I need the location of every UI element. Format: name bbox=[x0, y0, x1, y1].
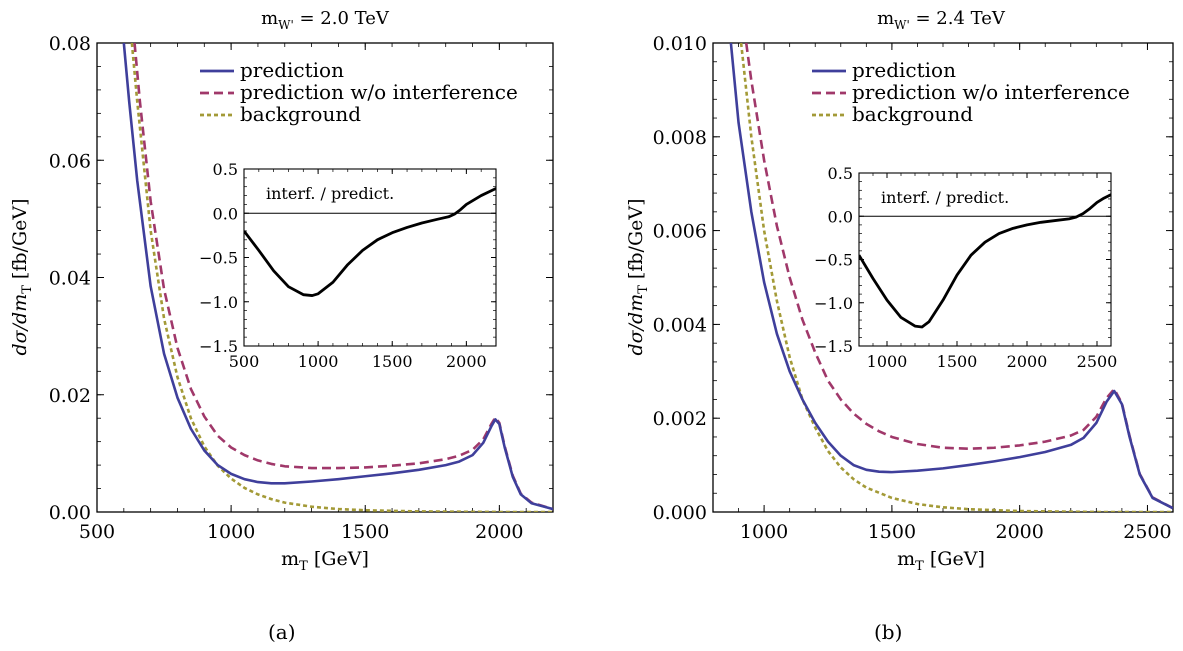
inset-x-tick-label-a: 500 bbox=[229, 352, 260, 371]
inset-y-tick-label-a: 0.5 bbox=[213, 160, 238, 179]
x-axis-label-a: mT [GeV] bbox=[281, 548, 369, 574]
inset-y-tick-label-a: −1.0 bbox=[199, 293, 238, 312]
inset-x-tick-label-a: 2000 bbox=[446, 352, 487, 371]
series-line-b-0 bbox=[729, 43, 1173, 510]
y-tick-label-a: 0.02 bbox=[49, 385, 91, 407]
chart-a: mW' = 2.0 TeV 500 1000 1500 2000 0.00 0.02 0.04… bbox=[9, 8, 554, 574]
inset-curve-a bbox=[244, 187, 496, 297]
legend-label-a-2: background bbox=[240, 102, 361, 126]
y-tick-label-a: 0.00 bbox=[49, 502, 91, 524]
chart-title-a: mW' = 2.0 TeV bbox=[261, 8, 390, 32]
inset-x-tick-label-b: 1500 bbox=[937, 352, 978, 371]
legend-label-a-1: prediction w/o interference bbox=[240, 80, 518, 104]
caption-b: (b) bbox=[874, 620, 903, 644]
inset-x-tick-label-a: 1000 bbox=[298, 352, 339, 371]
y-tick-label-a: 0.08 bbox=[49, 33, 91, 55]
inset-y-tick-label-b: 0.0 bbox=[828, 207, 853, 226]
inset-y-tick-label-b: 0.5 bbox=[828, 164, 853, 183]
x-axis-label-b: mT [GeV] bbox=[897, 548, 985, 574]
inset-b: 1000 1500 2000 2500 −1.5 −1.0 −0.5 0.0 0.5 interf… bbox=[814, 164, 1117, 371]
y-tick-label-b: 0.000 bbox=[653, 502, 707, 524]
inset-x-tick-label-a: 1500 bbox=[372, 352, 413, 371]
y-tick-label-a: 0.06 bbox=[49, 150, 91, 172]
inset-y-tick-label-a: −1.5 bbox=[199, 337, 238, 356]
inset-y-tick-label-a: −0.5 bbox=[199, 249, 238, 268]
series-line-a-0 bbox=[122, 43, 553, 511]
inset-frame-b bbox=[858, 172, 1112, 347]
x-tick-label-a: 1500 bbox=[341, 521, 389, 543]
legend-label-b-0: prediction bbox=[852, 58, 956, 82]
legend-label-b-2: background bbox=[852, 102, 973, 126]
caption-a: (a) bbox=[268, 620, 296, 644]
inset-label-a: interf. / predict. bbox=[266, 184, 394, 203]
inset-y-tick-label-b: −0.5 bbox=[814, 251, 853, 270]
inset-label-b: interf. / predict. bbox=[881, 188, 1009, 207]
inset-a: 500 1000 1500 2000 −1.5 −1.0 −0.5 0.0 0.5 interf.… bbox=[199, 160, 497, 371]
x-tick-label-b: 1500 bbox=[868, 521, 916, 543]
inset-curve-b bbox=[859, 193, 1111, 329]
inset-x-tick-label-b: 2500 bbox=[1077, 352, 1118, 371]
y-tick-label-b: 0.010 bbox=[653, 33, 707, 55]
y-tick-label-b: 0.002 bbox=[653, 408, 707, 430]
series-line-a-2 bbox=[130, 43, 553, 512]
legend-label-b-1: prediction w/o interference bbox=[852, 80, 1130, 104]
inset-y-tick-label-b: −1.5 bbox=[814, 337, 853, 356]
y-axis-label-b: dσ/dmT [fb/GeV] bbox=[625, 199, 651, 356]
legend-label-a-0: prediction bbox=[240, 58, 344, 82]
inset-x-tick-label-b: 1000 bbox=[867, 352, 908, 371]
chart-b: mW' = 2.4 TeV 1000 1500 2000 2500 0.000 0.002 0… bbox=[625, 8, 1174, 574]
inset-y-tick-label-a: 0.0 bbox=[213, 204, 238, 223]
series-line-b-2 bbox=[739, 43, 1173, 512]
y-tick-label-b: 0.006 bbox=[653, 221, 707, 243]
inset-y-tick-label-b: −1.0 bbox=[814, 294, 853, 313]
inset-bg-a bbox=[244, 169, 496, 346]
series-group-a bbox=[122, 43, 553, 512]
y-tick-label-b: 0.008 bbox=[653, 127, 707, 149]
series-group-b bbox=[729, 43, 1173, 512]
y-tick-label-a: 0.04 bbox=[49, 268, 91, 290]
x-tick-label-b: 2500 bbox=[1123, 521, 1171, 543]
inset-frame-a bbox=[243, 168, 497, 347]
x-tick-label-b: 2000 bbox=[995, 521, 1043, 543]
chart-title-b: mW' = 2.4 TeV bbox=[877, 8, 1006, 32]
x-tick-label-a: 500 bbox=[79, 521, 115, 543]
x-tick-label-a: 1000 bbox=[207, 521, 255, 543]
x-tick-label-b: 1000 bbox=[740, 521, 788, 543]
y-tick-label-b: 0.004 bbox=[653, 314, 707, 336]
y-axis-label-a: dσ/dmT [fb/GeV] bbox=[9, 199, 35, 356]
x-tick-label-a: 2000 bbox=[475, 521, 523, 543]
inset-x-tick-label-b: 2000 bbox=[1007, 352, 1048, 371]
